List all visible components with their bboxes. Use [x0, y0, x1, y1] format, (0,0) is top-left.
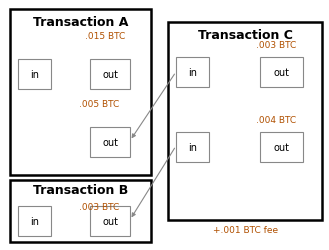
Bar: [260, 132, 303, 162]
Text: Transaction A: Transaction A: [33, 16, 128, 29]
Bar: [176, 58, 209, 88]
Text: Transaction C: Transaction C: [198, 29, 292, 42]
Text: out: out: [273, 68, 289, 78]
Bar: [10, 180, 151, 242]
Text: out: out: [102, 70, 118, 80]
Bar: [18, 60, 51, 90]
Bar: [90, 206, 130, 236]
Text: out: out: [102, 138, 118, 147]
Text: .003 BTC: .003 BTC: [256, 41, 296, 50]
Text: in: in: [188, 142, 197, 152]
Text: out: out: [273, 142, 289, 152]
Bar: [18, 206, 51, 236]
Bar: [90, 128, 130, 158]
Bar: [260, 58, 303, 88]
Bar: [168, 22, 322, 220]
Text: in: in: [188, 68, 197, 78]
Bar: [10, 10, 151, 175]
Bar: [176, 132, 209, 162]
Text: +.001 BTC fee: +.001 BTC fee: [213, 226, 278, 234]
Text: Transaction B: Transaction B: [33, 184, 128, 197]
Text: in: in: [30, 70, 39, 80]
Text: out: out: [102, 216, 118, 226]
Text: in: in: [30, 216, 39, 226]
Text: .015 BTC: .015 BTC: [85, 32, 125, 41]
Text: .005 BTC: .005 BTC: [79, 100, 119, 109]
Text: .004 BTC: .004 BTC: [256, 116, 296, 125]
Text: .003 BTC: .003 BTC: [79, 202, 119, 211]
Bar: [90, 60, 130, 90]
